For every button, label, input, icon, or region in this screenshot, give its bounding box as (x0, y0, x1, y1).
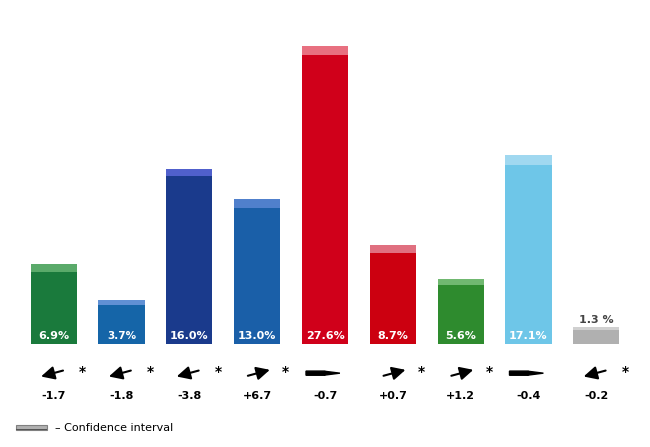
Text: +1.2: +1.2 (446, 391, 475, 401)
Text: – Confidence interval: – Confidence interval (55, 422, 174, 433)
Text: 8.7%: 8.7% (378, 331, 408, 341)
Bar (166, 169, 213, 177)
Bar (302, 46, 348, 55)
Text: -0.4: -0.4 (516, 391, 541, 401)
Polygon shape (510, 371, 543, 375)
Bar (234, 208, 280, 344)
Bar (506, 156, 552, 165)
FancyBboxPatch shape (16, 425, 47, 430)
Bar (370, 245, 416, 253)
Text: -1.7: -1.7 (42, 391, 66, 401)
Text: *: * (282, 365, 289, 379)
Text: *: * (214, 365, 222, 379)
Bar (166, 177, 213, 344)
Text: *: * (79, 365, 86, 379)
Text: +0.7: +0.7 (378, 391, 408, 401)
Text: 1.3 %: 1.3 % (579, 315, 614, 325)
Text: 27.6%: 27.6% (306, 331, 345, 341)
Bar (234, 199, 280, 208)
Bar (302, 55, 348, 344)
Bar (31, 272, 77, 344)
Text: +6.7: +6.7 (242, 391, 272, 401)
Bar (437, 279, 484, 285)
Text: -3.8: -3.8 (177, 391, 202, 401)
Polygon shape (306, 371, 340, 375)
Text: 5.6%: 5.6% (445, 331, 476, 341)
FancyBboxPatch shape (16, 429, 47, 430)
Text: -0.2: -0.2 (584, 391, 608, 401)
Text: *: * (418, 365, 425, 379)
Text: 13.0%: 13.0% (238, 331, 276, 341)
Text: *: * (147, 365, 154, 379)
Text: -0.7: -0.7 (313, 391, 337, 401)
Bar (370, 253, 416, 344)
Text: 3.7%: 3.7% (107, 331, 136, 341)
Text: 17.1%: 17.1% (509, 331, 548, 341)
Text: 16.0%: 16.0% (170, 331, 209, 341)
Text: *: * (621, 365, 629, 379)
Text: 6.9%: 6.9% (38, 331, 70, 341)
Text: -1.8: -1.8 (109, 391, 134, 401)
Bar (31, 264, 77, 272)
Bar (98, 305, 144, 344)
Bar (98, 300, 144, 305)
Bar (573, 330, 619, 344)
Text: *: * (486, 365, 493, 379)
Bar (573, 327, 619, 330)
Bar (437, 285, 484, 344)
Bar (506, 165, 552, 344)
